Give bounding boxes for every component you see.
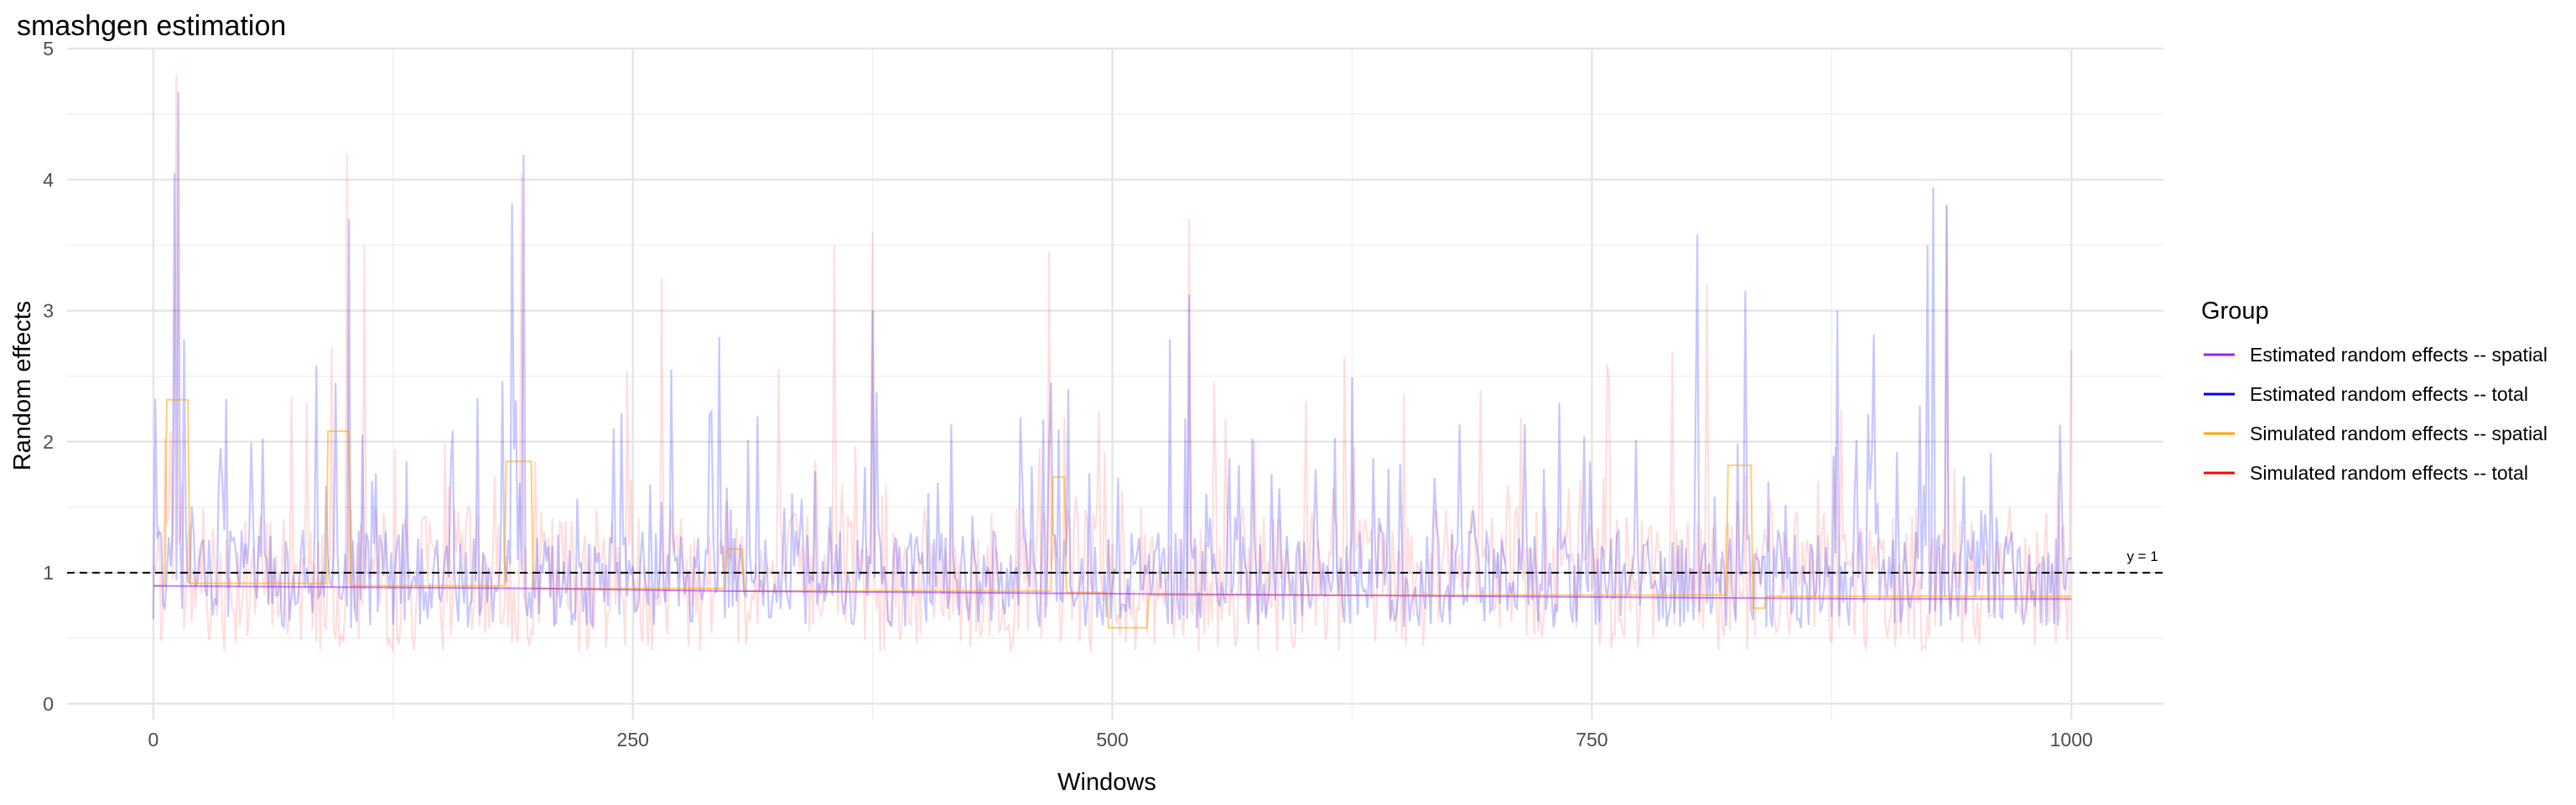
- x-axis: 0 250 500 750 1000: [148, 729, 2093, 750]
- y-tick-label: 0: [43, 693, 54, 714]
- series-line-estimated-spatial: [153, 584, 2072, 600]
- y-axis: 0 1 2 3 4 5: [43, 38, 54, 714]
- x-tick-label: 750: [1576, 729, 1607, 750]
- legend-title: Group: [2201, 298, 2269, 325]
- chart-title: smashgen estimation: [17, 10, 286, 42]
- y-tick-label: 4: [43, 169, 54, 190]
- reference-line-label: y = 1: [2127, 548, 2158, 564]
- reference-line-group: y = 1: [67, 548, 2163, 574]
- x-tick-label: 1000: [2050, 729, 2093, 750]
- legend-label: Estimated random effects -- total: [2250, 383, 2528, 405]
- series-line-simulated-spatial: [153, 398, 2072, 629]
- y-tick-label: 3: [43, 300, 54, 322]
- minor-gridlines: [67, 49, 2163, 719]
- x-tick-label: 500: [1096, 729, 1128, 750]
- legend-label: Simulated random effects -- total: [2250, 462, 2528, 484]
- y-tick-label: 1: [43, 562, 54, 584]
- y-tick-label: 2: [43, 431, 54, 453]
- x-tick-label: 0: [148, 729, 159, 750]
- x-tick-label: 250: [617, 729, 649, 750]
- series-line-estimated-total: [152, 91, 2072, 631]
- y-axis-title: Random effects: [9, 301, 36, 471]
- legend-label: Simulated random effects -- spatial: [2250, 423, 2547, 444]
- plot-area: [152, 75, 2073, 653]
- x-axis-title: Windows: [1057, 769, 1156, 796]
- major-gridlines: [67, 47, 2163, 719]
- y-tick-label: 5: [43, 38, 54, 60]
- legend: Group Estimated random effects -- spatia…: [2201, 298, 2547, 484]
- legend-label: Estimated random effects -- spatial: [2250, 344, 2547, 366]
